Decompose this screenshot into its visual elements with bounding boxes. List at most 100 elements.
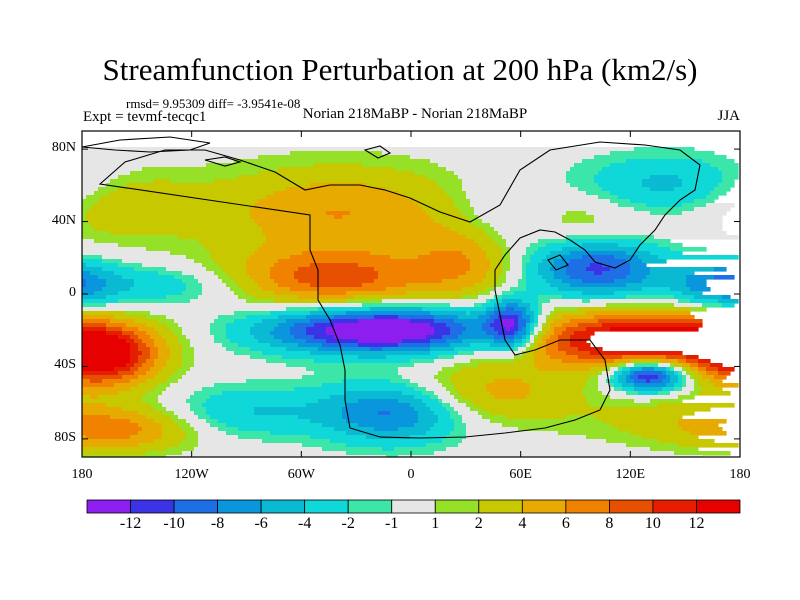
field-cell [190,339,215,344]
field-cell [510,247,527,252]
field-cell [82,335,119,340]
field-cell [182,359,195,364]
field-cell [166,455,387,458]
field-cell [510,259,523,264]
field-cell [446,407,455,412]
field-cell [174,331,183,336]
field-cell [82,231,111,236]
field-cell [478,315,491,320]
field-cell [578,355,623,360]
field-cell [310,319,331,324]
field-cell [594,179,643,184]
field-cell [562,219,595,224]
field-cell [254,279,275,284]
field-cell [678,371,683,376]
field-cell [690,307,707,312]
field-cell [522,315,531,320]
field-cell [150,355,159,360]
field-cell [306,339,327,344]
field-cell [250,355,283,360]
field-cell [630,367,643,372]
field-cell [150,403,163,408]
field-cell [546,279,563,284]
field-cell [118,371,135,376]
field-cell [450,195,467,200]
field-cell [466,195,599,200]
field-cell [474,239,495,244]
field-cell [598,319,703,324]
field-cell [674,383,683,388]
field-cell [458,399,471,404]
field-cell [522,355,535,360]
field-cell [82,391,119,396]
field-cell [434,451,675,456]
colorbar-box [478,499,523,514]
field-cell [470,263,491,268]
field-cell [658,403,735,408]
field-cell [678,419,727,424]
field-cell [614,371,623,376]
field-cell [82,399,143,404]
field-cell [310,351,431,356]
field-cell [182,331,211,336]
field-cell [650,175,679,180]
field-cell [222,343,239,348]
field-cell [190,299,247,304]
field-cell [266,235,467,240]
field-cell [298,343,323,348]
field-cell [170,179,215,184]
field-cell [546,347,559,352]
field-cell [462,415,483,420]
field-cell [246,271,271,276]
field-cell [546,351,567,356]
field-cell [234,279,255,284]
field-cell [210,327,227,332]
field-cell [278,315,307,320]
field-cell [234,319,263,324]
field-cell [422,307,487,312]
field-cell [82,435,87,440]
island-chain [204,156,242,167]
field-cell [558,335,571,340]
field-cell [538,299,551,304]
field-cell [634,363,659,368]
field-cell [238,435,311,440]
x-tick-label: 0 [407,467,415,482]
field-cell [370,347,383,352]
field-cell [534,319,539,324]
field-cell [470,203,619,208]
field-cell [542,339,547,344]
field-cell [398,371,439,376]
field-cell [98,199,259,204]
field-cell [82,183,107,188]
field-cell [434,219,471,224]
field-cell [626,275,647,280]
field-cell [638,247,671,252]
field-cell [530,339,535,344]
field-cell [258,283,279,288]
field-cell [614,291,683,296]
field-cell [530,387,583,392]
field-cell [258,171,415,176]
field-cell [638,375,659,380]
field-cell [610,423,679,428]
field-cell [238,295,255,300]
field-cell [282,355,359,360]
field-cell [430,159,583,164]
field-cell [642,259,667,264]
field-cell [414,199,455,204]
colorbar-level-label: -8 [210,515,225,532]
field-cell [154,375,171,380]
field-cell [530,243,547,248]
field-cell [270,431,347,436]
field-cell [614,387,623,392]
field-cell [406,291,479,296]
field-cell [650,399,683,404]
field-cell [142,363,155,368]
field-cell [390,379,411,384]
field-cell [302,375,403,380]
field-cell [290,327,307,332]
field-cell [434,319,455,324]
field-cell [82,311,127,316]
field-cell [390,255,419,260]
